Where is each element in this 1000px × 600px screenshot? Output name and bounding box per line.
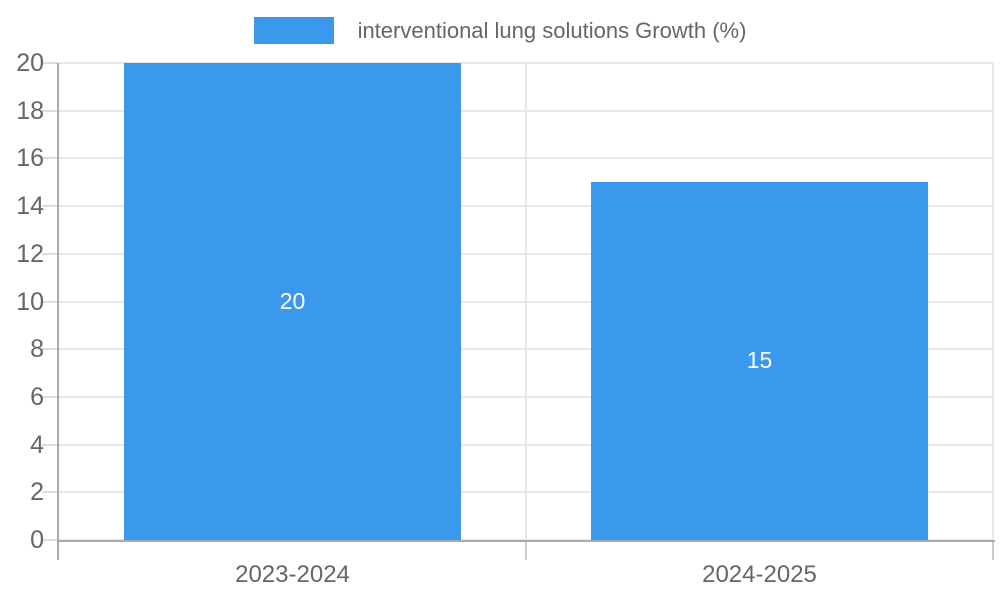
y-axis-tick-label: 16 (16, 144, 44, 173)
y-tick (42, 348, 58, 351)
y-axis-tick-label: 10 (16, 287, 44, 316)
legend-swatch (253, 17, 334, 44)
x-tick (992, 541, 994, 560)
y-tick (42, 62, 58, 64)
y-tick (42, 539, 58, 541)
chart-legend: interventional lung solutions Growth (%) (0, 17, 1000, 44)
y-tick (42, 443, 58, 446)
y-axis-tick-label: 14 (16, 192, 44, 221)
y-axis-tick-label: 4 (30, 430, 44, 459)
x-axis-category-label: 2024-2025 (702, 561, 817, 588)
y-axis-tick-label: 12 (16, 239, 44, 268)
y-tick (42, 109, 58, 112)
x-axis-line (57, 540, 995, 542)
y-axis-tick-label: 0 (30, 526, 44, 554)
x-tick (525, 541, 527, 560)
bar-value-label: 20 (279, 287, 306, 314)
x-gridline (992, 63, 994, 540)
y-tick (42, 252, 58, 255)
legend-item[interactable]: interventional lung solutions Growth (%) (253, 17, 747, 44)
y-tick (42, 300, 58, 303)
x-gridline (525, 63, 527, 540)
bar-value-label: 15 (746, 347, 773, 374)
y-tick (42, 205, 58, 208)
y-axis-line (57, 63, 59, 560)
y-tick (42, 395, 58, 398)
y-axis-tick-label: 20 (16, 49, 44, 77)
legend-label: interventional lung solutions Growth (%) (357, 17, 747, 43)
y-axis-tick-label: 6 (30, 382, 44, 411)
y-axis-tick-label: 2 (30, 478, 44, 507)
x-axis-category-label: 2023-2024 (235, 561, 350, 588)
y-axis-tick-label: 18 (16, 96, 44, 125)
y-axis-tick-label: 8 (30, 335, 44, 364)
bar-2024-2025[interactable] (591, 182, 928, 540)
y-tick (42, 491, 58, 494)
bar-2023-2024[interactable] (124, 63, 461, 540)
y-tick (42, 157, 58, 160)
